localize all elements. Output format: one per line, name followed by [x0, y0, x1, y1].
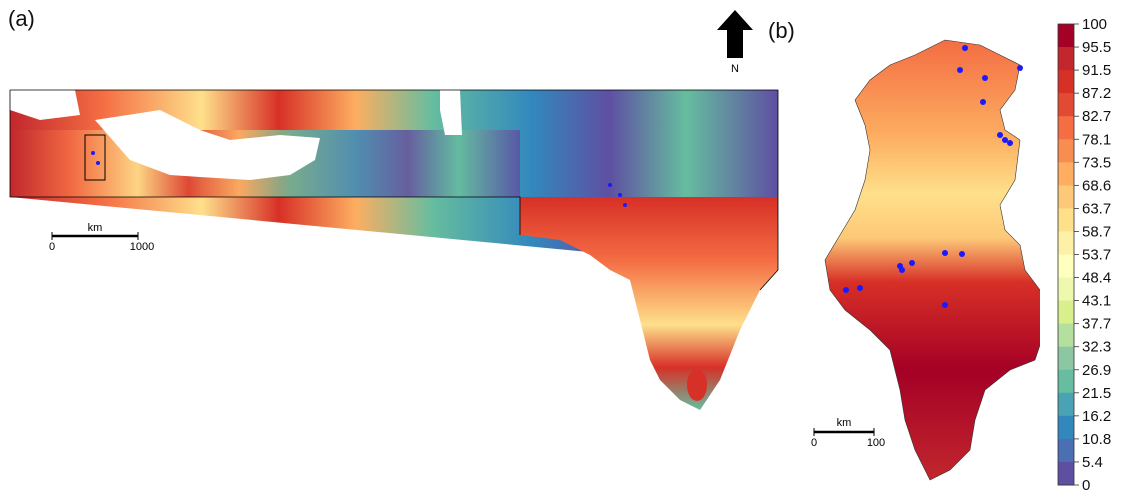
colorbar-tick-label: 63.7: [1082, 200, 1111, 217]
colorbar-tick-label: 78.1: [1082, 131, 1111, 148]
map-panel-b: km 0 100: [811, 39, 1040, 481]
colorbar-segment: [1058, 47, 1074, 71]
colorbar-segment: [1058, 185, 1074, 209]
tunisia-box: [84, 134, 106, 181]
colorbar-segment: [1058, 369, 1074, 394]
colorbar-segment: [1058, 392, 1074, 417]
region-south-asia: [520, 197, 778, 410]
colorbar-tick-label: 91.5: [1082, 62, 1111, 79]
colorbar-tick-label: 43.1: [1082, 293, 1111, 310]
scalebar-a: km 0 1000: [49, 222, 154, 253]
colorbar-tick-label: 16.2: [1082, 408, 1111, 425]
colorbar-segment: [1058, 461, 1074, 486]
panel-a-label: (a): [8, 6, 35, 31]
colorbar-segment: [1058, 300, 1074, 325]
legend-colorbar: 100 95.5 91.5 87.2 82.7 78.1 73.5 68.6 63.7 58.7 5…: [1057, 16, 1111, 490]
colorbar-segment: [1058, 162, 1074, 186]
map-panel-a: km 0 1000: [9, 89, 779, 410]
colorbar-segment: [1058, 208, 1074, 232]
colorbar-tick-label: 82.7: [1082, 108, 1111, 125]
north-label: N: [731, 63, 739, 74]
colorbar-segment: [1058, 231, 1074, 255]
colorbar-tick-label: 48.4: [1082, 270, 1111, 287]
colorbar-segment: [1058, 116, 1074, 140]
scalebar-b-start: 0: [811, 437, 817, 449]
colorbar-tick-label: 10.8: [1082, 431, 1111, 448]
observation-points: [843, 45, 1023, 308]
colorbar-tick-label: 73.5: [1082, 154, 1111, 171]
scalebar-b: km 0 100: [811, 417, 885, 449]
colorbar-tick-label: 32.3: [1082, 339, 1111, 356]
colorbar-tick-label: 26.9: [1082, 362, 1111, 379]
scalebar-b-end: 100: [867, 437, 885, 449]
colorbar-tick-label: 53.7: [1082, 247, 1111, 264]
colorbar-tick-label: 58.7: [1082, 223, 1111, 240]
colorbar-segment: [1058, 346, 1074, 371]
colorbar-tick-label: 87.2: [1082, 85, 1111, 102]
colorbar-segment: [1058, 24, 1074, 48]
colorbar-tick-label: 37.7: [1082, 316, 1111, 333]
scalebar-a-end: 1000: [130, 241, 154, 253]
colorbar-tick-label: 100: [1082, 16, 1107, 33]
scalebar-b-unit: km: [837, 417, 852, 429]
colorbar-tick-label: 0: [1082, 477, 1090, 490]
colorbar-tick-label: 68.6: [1082, 177, 1111, 194]
region-sri-lanka: [687, 369, 707, 401]
sea-mediterranean: [95, 110, 320, 180]
colorbar-tick-label: 5.4: [1082, 454, 1103, 471]
colorbar-segment: [1058, 93, 1074, 117]
colorbar-segment: [1058, 323, 1074, 348]
colorbar-segment: [1058, 438, 1074, 463]
colorbar-segment: [1058, 70, 1074, 94]
colorbar-segment: [1058, 415, 1074, 440]
scalebar-a-start: 0: [49, 241, 55, 253]
colorbar-segment: [1058, 277, 1074, 302]
colorbar-tick-label: 95.5: [1082, 39, 1111, 56]
colorbar-segment: [1058, 254, 1074, 279]
region-tunisia: [824, 39, 1040, 481]
colorbar-tick-label: 21.5: [1082, 385, 1111, 402]
scalebar-a-unit: km: [88, 222, 103, 234]
panel-b-label: (b): [768, 18, 795, 43]
colorbar-segment: [1058, 139, 1074, 163]
north-arrow-icon: N: [717, 10, 753, 74]
